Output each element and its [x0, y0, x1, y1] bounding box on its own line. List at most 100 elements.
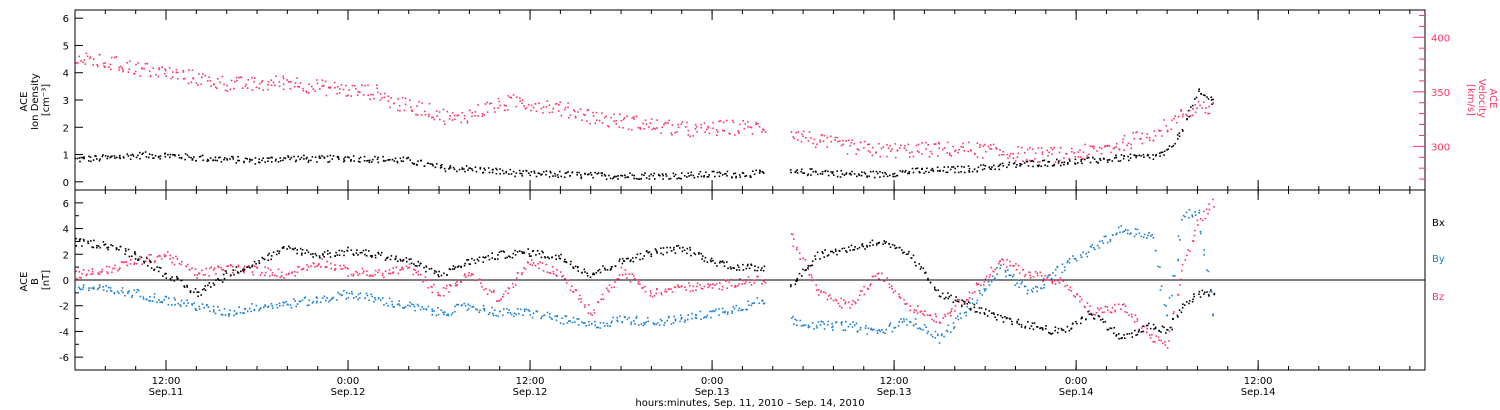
bx-point	[572, 267, 575, 269]
by-point	[1067, 259, 1069, 262]
velocity-point	[525, 107, 528, 109]
by-point	[1075, 259, 1078, 262]
by-point	[909, 321, 912, 324]
by-point	[398, 300, 401, 302]
density-point	[1032, 160, 1035, 163]
velocity-point	[1148, 139, 1151, 141]
by-point	[296, 303, 299, 305]
density-point	[810, 174, 812, 176]
by-point	[559, 322, 562, 324]
density-point	[344, 156, 346, 158]
velocity-point	[233, 87, 235, 90]
bz-point	[954, 310, 956, 312]
bz-point	[1120, 308, 1122, 310]
density-point	[382, 155, 384, 158]
bx-point	[597, 270, 599, 272]
density-point	[833, 174, 835, 176]
field-tick-label: 4	[63, 225, 69, 236]
by-point	[1194, 211, 1196, 213]
velocity-point	[1014, 160, 1017, 162]
bx-point	[721, 260, 724, 262]
bz-point	[399, 269, 401, 271]
velocity-point	[598, 119, 601, 122]
bx-point	[164, 273, 166, 275]
by-point	[402, 307, 404, 309]
velocity-point	[1148, 136, 1151, 139]
bx-point	[947, 297, 949, 300]
time-tick-hour-label: 0:00	[337, 376, 359, 387]
by-point	[551, 318, 553, 320]
by-point	[870, 328, 872, 331]
density-point	[297, 155, 299, 158]
bx-point	[710, 257, 713, 260]
density-tick-label: 0	[63, 178, 69, 189]
bx-point	[527, 248, 529, 250]
bz-point	[99, 271, 102, 273]
bx-point	[950, 294, 952, 297]
density-point	[1138, 154, 1140, 157]
velocity-point	[722, 129, 724, 132]
velocity-point	[613, 120, 615, 122]
bz-point	[515, 277, 518, 279]
bz-point	[935, 321, 937, 323]
density-tick-label: 1	[63, 151, 69, 162]
bz-point	[1032, 276, 1035, 278]
density-point	[159, 155, 162, 157]
velocity-point	[903, 147, 906, 149]
bz-point	[716, 283, 718, 285]
bx-point	[217, 277, 219, 280]
velocity-point	[644, 119, 647, 121]
density-point	[993, 164, 995, 167]
by-point	[731, 312, 733, 314]
velocity-point	[615, 120, 617, 122]
bz-point	[201, 269, 203, 272]
bz-point	[417, 273, 420, 276]
density-point	[465, 165, 468, 167]
by-point	[626, 318, 629, 321]
bz-point	[381, 272, 384, 275]
by-point	[399, 304, 401, 307]
bx-point	[918, 263, 921, 265]
density-point	[721, 174, 724, 176]
velocity-point	[442, 108, 445, 111]
bz-point	[695, 289, 697, 291]
velocity-point	[564, 106, 567, 109]
bx-point	[75, 245, 78, 247]
bz-point	[1070, 290, 1073, 292]
bz-point	[1124, 311, 1126, 313]
bx-point	[952, 301, 955, 304]
density-point	[796, 169, 799, 171]
bz-point	[792, 245, 795, 248]
bz-point	[985, 275, 988, 278]
bx-point	[369, 255, 372, 257]
velocity-point	[86, 55, 89, 57]
bz-point	[1083, 305, 1086, 308]
velocity-point	[607, 125, 609, 127]
by-point	[494, 309, 496, 311]
by-point	[482, 304, 485, 307]
bz-point	[479, 278, 481, 280]
by-point	[747, 300, 749, 302]
velocity-point	[466, 120, 469, 122]
by-point	[1112, 234, 1114, 236]
velocity-point	[289, 81, 292, 83]
bx-point	[519, 250, 521, 252]
bx-point	[243, 268, 246, 271]
bx-point	[78, 240, 81, 242]
by-point	[1135, 233, 1137, 236]
density-point	[471, 168, 473, 170]
by-point	[509, 312, 512, 314]
bx-point	[560, 253, 562, 256]
bx-point	[1072, 322, 1074, 325]
density-point	[1023, 162, 1026, 164]
bx-point	[75, 237, 77, 240]
by-point	[236, 312, 238, 314]
density-point	[545, 170, 548, 172]
by-point	[940, 334, 943, 337]
bz-point	[504, 290, 507, 293]
density-point	[1207, 98, 1210, 100]
velocity-point	[970, 149, 972, 152]
velocity-point	[1016, 156, 1019, 158]
bz-point	[106, 271, 108, 273]
bz-point	[417, 270, 420, 273]
